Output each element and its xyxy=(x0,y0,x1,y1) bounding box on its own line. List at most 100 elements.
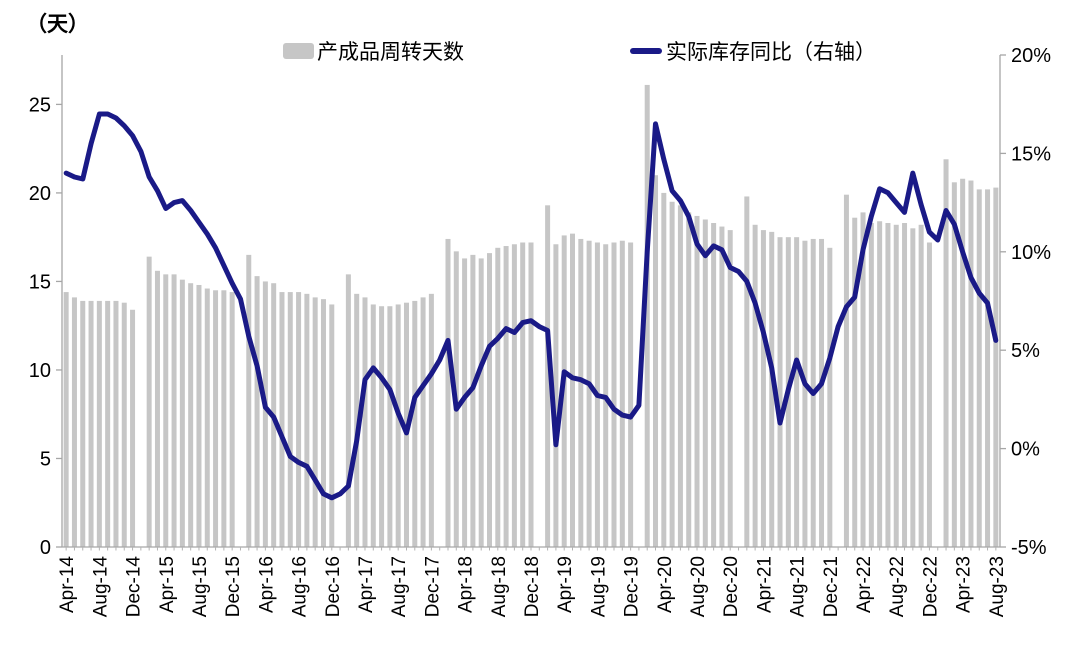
y-right-tick-label: 5% xyxy=(1011,340,1040,362)
bar xyxy=(520,242,526,547)
x-tick-label: Dec-20 xyxy=(721,556,742,617)
bar xyxy=(287,292,293,547)
bar xyxy=(213,290,219,547)
y-right-tick-label: 15% xyxy=(1011,143,1051,165)
bar xyxy=(951,182,957,547)
bar xyxy=(943,159,949,547)
bar xyxy=(412,300,418,547)
bar xyxy=(827,247,833,547)
bar xyxy=(545,205,551,547)
bar xyxy=(769,231,775,547)
bar xyxy=(985,189,991,547)
bar xyxy=(902,223,908,548)
bar xyxy=(852,217,858,547)
bar xyxy=(993,187,999,547)
bar xyxy=(113,300,119,547)
bar xyxy=(586,240,592,547)
bar xyxy=(462,258,468,547)
bar xyxy=(312,297,318,547)
y-right-tick-label: 0% xyxy=(1011,439,1040,461)
bar xyxy=(628,242,634,547)
x-tick-label: Apr-16 xyxy=(256,556,277,613)
bar xyxy=(130,309,136,547)
x-tick-label: Apr-19 xyxy=(555,556,576,613)
y-right-tick-label: 10% xyxy=(1011,242,1051,264)
y-left-tick-label: 20 xyxy=(29,183,51,205)
bar xyxy=(760,230,766,548)
bar xyxy=(918,224,924,547)
bar xyxy=(96,300,102,547)
bar xyxy=(63,292,69,547)
bar xyxy=(279,292,285,547)
x-tick-label: Apr-20 xyxy=(655,556,676,613)
bar xyxy=(262,281,268,547)
bar xyxy=(362,297,368,547)
y-left-tick-label: 10 xyxy=(29,360,51,382)
bar xyxy=(868,223,874,548)
bar xyxy=(611,242,617,547)
bar xyxy=(495,247,501,547)
bar xyxy=(171,274,177,547)
y-right-tick-label: 20% xyxy=(1011,45,1051,67)
bar xyxy=(163,274,169,547)
x-tick-label: Apr-21 xyxy=(754,556,775,613)
bar xyxy=(653,175,659,547)
bar xyxy=(968,180,974,547)
bar xyxy=(843,194,849,547)
bar xyxy=(395,304,401,547)
x-tick-label: Aug-15 xyxy=(190,556,211,617)
bar xyxy=(296,292,302,547)
bar xyxy=(877,221,883,547)
bar xyxy=(179,279,185,547)
y-left-tick-label: 5 xyxy=(40,448,51,470)
y-left-tick-label: 0 xyxy=(40,537,51,559)
x-tick-label: Apr-18 xyxy=(456,556,477,613)
bar xyxy=(445,238,451,548)
bar xyxy=(329,304,335,547)
legend-label-line: 实际库存同比（右轴） xyxy=(666,41,876,64)
x-tick-label: Apr-23 xyxy=(954,556,975,613)
bar xyxy=(719,226,725,547)
legend-label-bars: 产成品周转天数 xyxy=(317,41,464,64)
x-tick-label: Aug-20 xyxy=(688,556,709,617)
bar xyxy=(154,270,160,547)
legend-item-bars: 产成品周转天数 xyxy=(283,36,464,66)
x-tick-label: Aug-18 xyxy=(489,556,510,617)
bar xyxy=(794,237,800,547)
bar xyxy=(80,300,86,547)
bar xyxy=(379,306,385,547)
bar xyxy=(121,302,127,547)
bar xyxy=(478,258,484,547)
bar xyxy=(354,293,360,547)
bar xyxy=(727,230,733,548)
bar xyxy=(420,297,426,547)
bar xyxy=(320,299,326,547)
bar xyxy=(428,293,434,547)
bar xyxy=(677,205,683,547)
bar xyxy=(204,288,210,547)
y-left-tick-label: 25 xyxy=(29,94,51,116)
bar xyxy=(578,238,584,548)
x-tick-label: Apr-15 xyxy=(157,556,178,613)
bar xyxy=(387,306,393,547)
bar xyxy=(254,276,260,547)
x-tick-label: Dec-16 xyxy=(323,556,344,617)
bar xyxy=(976,189,982,547)
bar xyxy=(777,237,783,547)
x-tick-label: Aug-17 xyxy=(389,556,410,617)
bar xyxy=(486,253,492,548)
bar xyxy=(910,228,916,547)
bar xyxy=(246,254,252,547)
bar xyxy=(744,196,750,547)
bar-swatch-icon xyxy=(283,43,314,59)
bar xyxy=(196,284,202,547)
bar xyxy=(528,242,534,547)
bar xyxy=(229,292,235,547)
bar xyxy=(570,233,576,547)
x-tick-label: Dec-15 xyxy=(223,556,244,617)
bar xyxy=(711,223,717,548)
x-tick-label: Dec-18 xyxy=(522,556,543,617)
bar xyxy=(960,178,966,547)
bar xyxy=(686,212,692,547)
